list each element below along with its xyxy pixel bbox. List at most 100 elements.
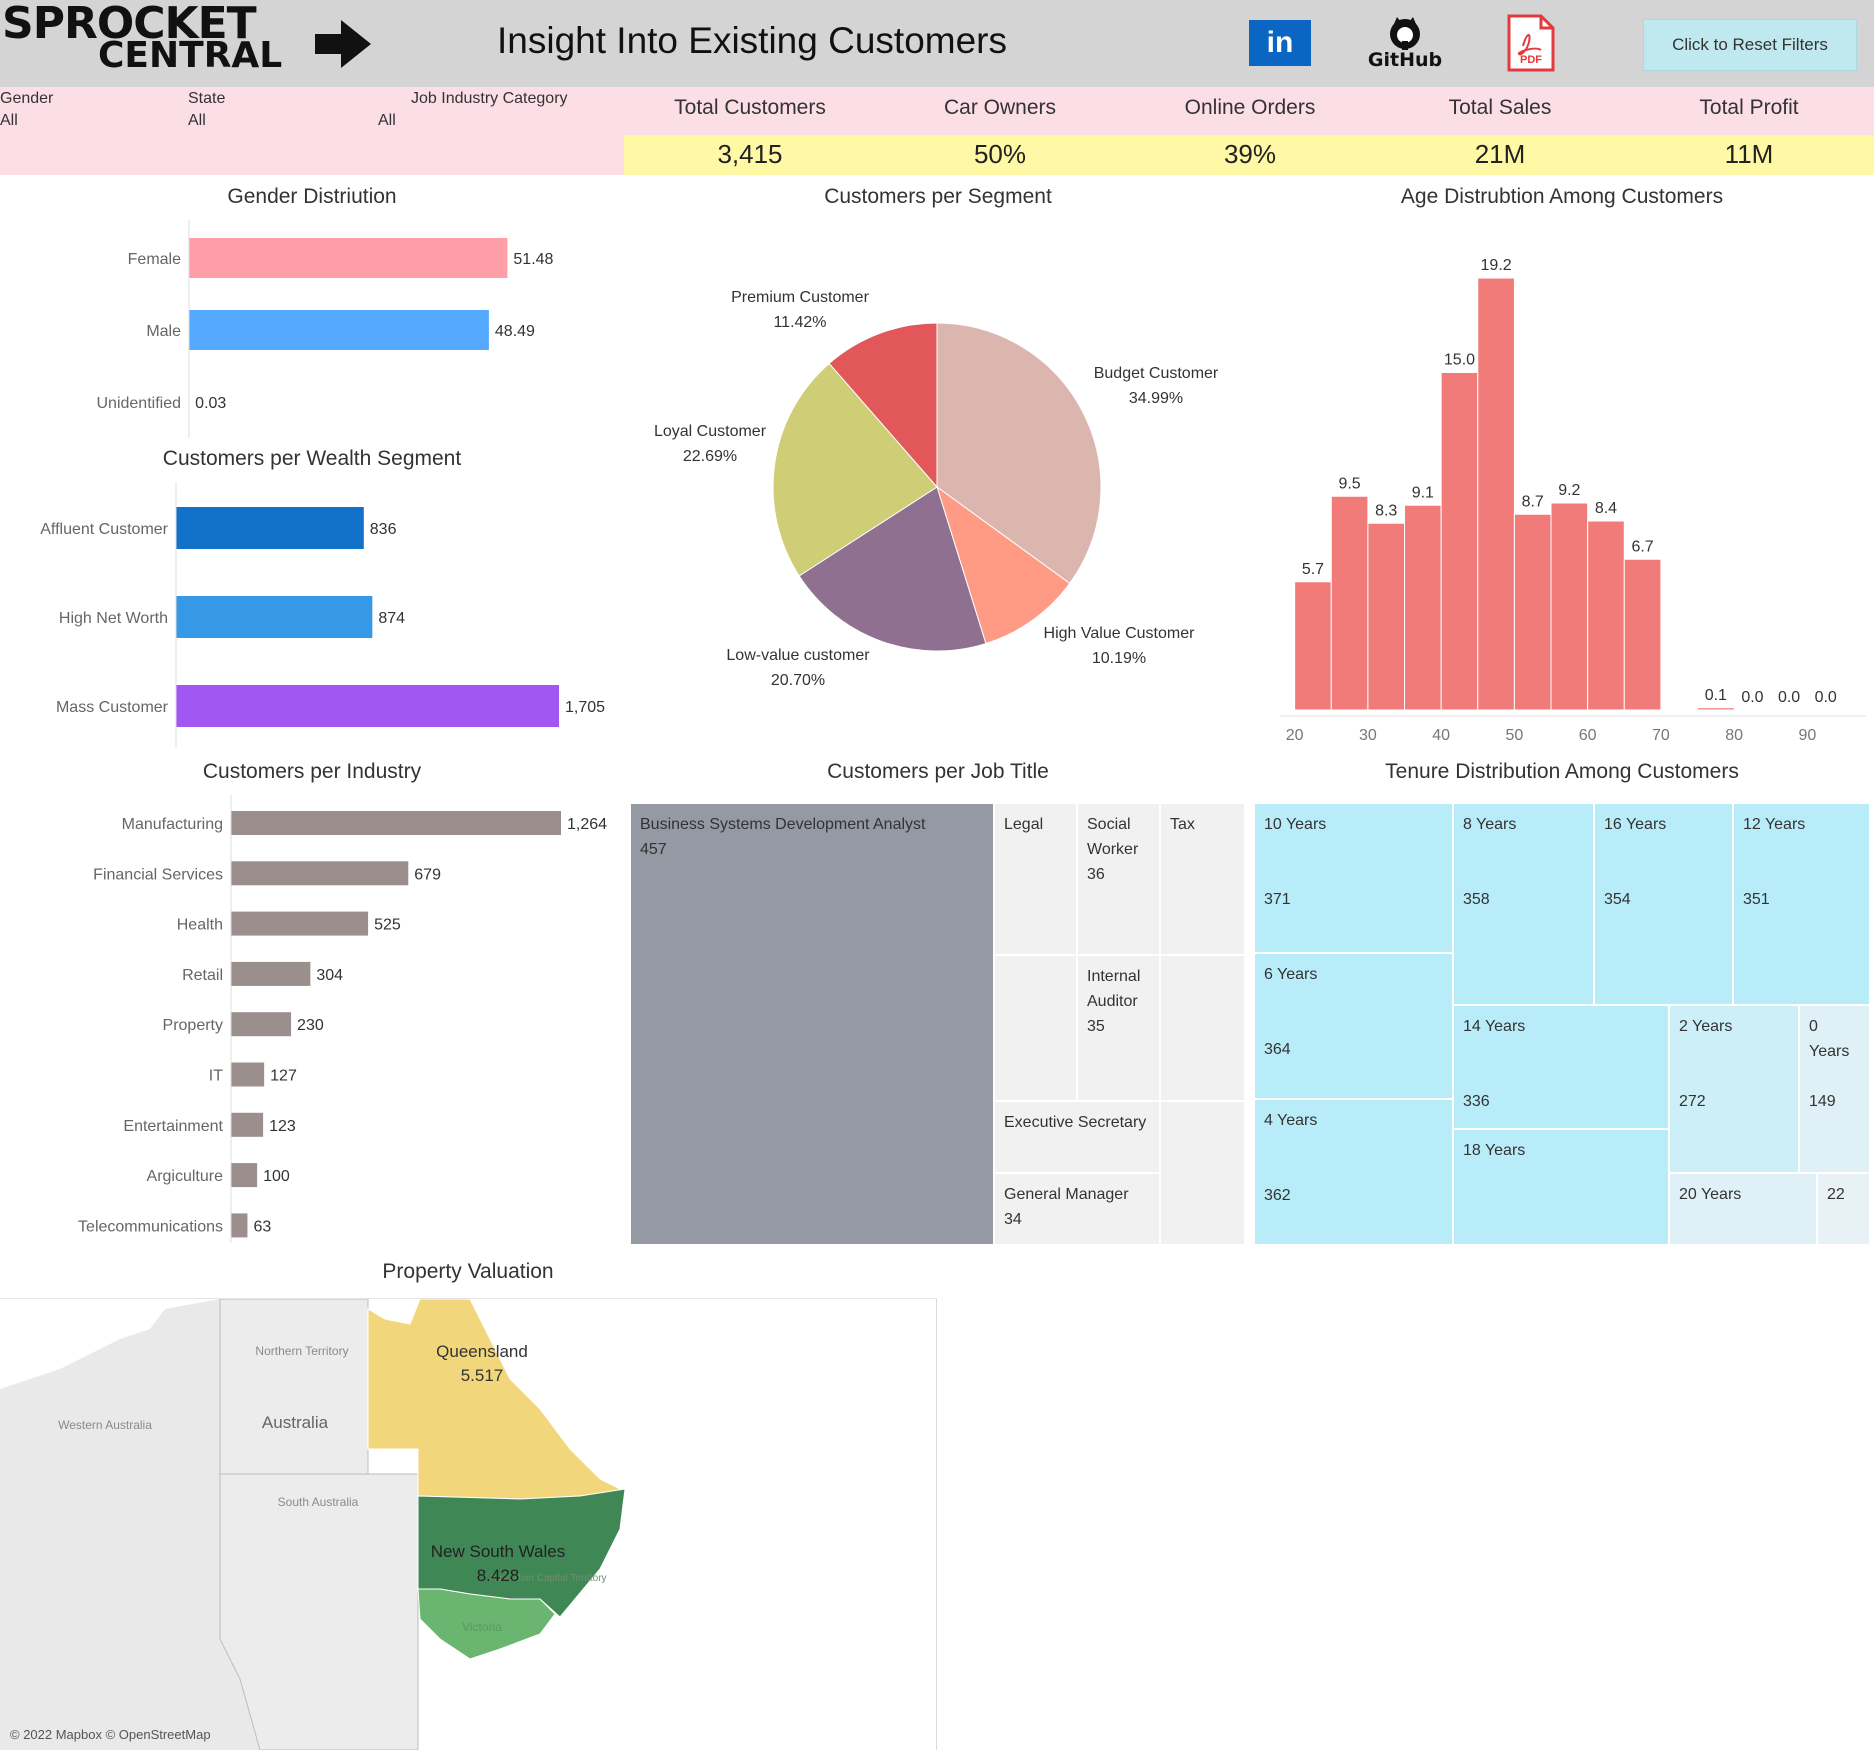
treemap-cell[interactable]: 4 Years 362 [1254, 1099, 1453, 1245]
treemap-cell-label: 4 Years [1264, 1112, 1318, 1129]
treemap-cell[interactable] [1160, 1101, 1245, 1245]
treemap-cell[interactable]: Internal Auditor 35 [1077, 955, 1160, 1101]
x-tick-label: 60 [1579, 727, 1597, 744]
axis-category-label: Property [163, 1017, 223, 1034]
data-label: 0.1 [1705, 687, 1727, 704]
age-histogram: 5.7 9.5 8.3 9.1 15.0 19.2 8.7 9.2 8.4 6.7 0.1 0.0 0.… [1280, 257, 1866, 744]
treemap-cell[interactable]: 12 Years 351 [1733, 803, 1870, 1005]
treemap-cell[interactable]: 6 Years 364 [1254, 953, 1453, 1099]
treemap-cell[interactable]: Executive Secretary [994, 1101, 1160, 1173]
industry-filter[interactable]: Job Industry Category All [378, 90, 568, 130]
tenure-chart-title: Tenure Distribution Among Customers [1385, 760, 1739, 783]
histogram-bar [1404, 504, 1442, 711]
x-tick-label: 40 [1432, 727, 1450, 744]
axis-category-label: Male [146, 323, 181, 340]
github-icon-text: GitHub [1367, 49, 1443, 71]
treemap-cell[interactable] [1160, 955, 1245, 1101]
gender-filter-value: All [0, 112, 18, 129]
pdf-link[interactable]: PDF [1505, 12, 1557, 74]
gender-filter-label: Gender [0, 90, 54, 107]
treemap-cell[interactable]: Social Worker 36 [1077, 803, 1160, 955]
bar [189, 238, 508, 278]
histogram-bar [1623, 558, 1662, 711]
data-label: 874 [378, 610, 405, 627]
bar [231, 1112, 264, 1137]
data-label: 8.4 [1595, 500, 1617, 517]
industry-filter-label: Job Industry Category [411, 90, 568, 107]
treemap-cell[interactable]: 8 Years 358 [1453, 803, 1594, 1005]
pie-slice-value: 20.70% [771, 672, 825, 689]
data-label: 15.0 [1444, 352, 1475, 369]
data-label: 19.2 [1481, 257, 1512, 274]
histogram-bar [1294, 581, 1332, 711]
treemap-cell[interactable]: Business Systems Development Analyst 457 [630, 803, 994, 1245]
map-nt-label: Northern Territory [255, 1344, 348, 1358]
reset-filters-button[interactable]: Click to Reset Filters [1643, 19, 1857, 71]
x-tick-label: 90 [1799, 727, 1817, 744]
treemap-cell[interactable] [994, 955, 1077, 1101]
pie-slice [936, 485, 1071, 645]
x-tick-label: 70 [1652, 727, 1670, 744]
treemap-cell[interactable]: Tax [1160, 803, 1245, 955]
x-tick-label: 30 [1359, 727, 1377, 744]
github-link[interactable]: GitHub [1368, 12, 1442, 74]
bar [231, 861, 409, 886]
kpi-value-car-owners: 50% [973, 139, 1027, 169]
linkedin-link[interactable]: in [1249, 20, 1311, 66]
map-land-sa [219, 1473, 419, 1750]
property-map[interactable]: Australia Northern Territory Western Aus… [0, 1298, 937, 1750]
x-tick-label: 20 [1286, 727, 1304, 744]
treemap-cell[interactable]: 2 Years 272 [1669, 1005, 1799, 1173]
pdf-icon-text: PDF [1520, 54, 1542, 66]
data-label: 8.3 [1375, 502, 1397, 519]
treemap-cell-value: 364 [1264, 1041, 1291, 1058]
gender-chart: Female 51.48 Male 48.49 Unidentified 0.03 [97, 220, 554, 438]
treemap-cell-value: 371 [1264, 891, 1291, 908]
map-region-victoria [417, 1588, 556, 1660]
treemap-cell[interactable]: 22 [1817, 1173, 1870, 1245]
data-label: 836 [370, 521, 397, 538]
bar [231, 1062, 265, 1087]
treemap-cell[interactable]: 0 Years 149 [1799, 1005, 1870, 1173]
kpi-value-online-orders: 39% [1223, 139, 1277, 169]
treemap-cell[interactable]: 10 Years 371 [1254, 803, 1453, 953]
axis-category-label: Retail [182, 967, 223, 984]
bar [231, 911, 369, 936]
axis-category-label: Female [128, 251, 181, 268]
gender-chart-title: Gender Distriution [227, 185, 397, 208]
treemap-cell[interactable]: 18 Years [1453, 1129, 1669, 1245]
histogram-bar [1477, 277, 1515, 711]
gender-filter[interactable]: Gender All [0, 90, 53, 130]
state-filter[interactable]: State All [188, 90, 225, 130]
pie-slice-label: High Value Customer [1044, 625, 1196, 642]
treemap-cell-value: 35 [1087, 1018, 1105, 1035]
treemap-cell[interactable]: 16 Years 354 [1594, 803, 1733, 1005]
data-label: 9.5 [1338, 475, 1360, 492]
pie-slice-value: 34.99% [1129, 390, 1183, 407]
x-tick-label: 80 [1725, 727, 1743, 744]
axis-category-label: Health [177, 917, 223, 934]
axis-category-label: Mass Customer [56, 699, 169, 716]
histogram-bar [1330, 495, 1369, 711]
treemap-cell-label: General Manager [1004, 1186, 1129, 1203]
industry-chart: Manufacturing 1,264 Financial Services 679 H… [78, 795, 607, 1243]
treemap-cell[interactable]: 14 Years 336 [1453, 1005, 1669, 1129]
kpi-label-bar [624, 87, 1874, 135]
data-label: 0.0 [1778, 689, 1800, 706]
kpi-label-total-customers: Total Customers [674, 96, 826, 119]
treemap-cell[interactable]: 20 Years [1669, 1173, 1817, 1245]
map-title: Property Valuation [382, 1260, 554, 1283]
treemap-cell-label: 8 Years [1463, 816, 1517, 833]
treemap-cell-value: 362 [1264, 1187, 1291, 1204]
data-label: 63 [253, 1218, 271, 1235]
treemap-cell-value: 351 [1743, 891, 1770, 908]
pie-slice [798, 486, 987, 652]
linkedin-icon-text: in [1266, 26, 1294, 59]
pie-slice-value: 22.69% [683, 448, 737, 465]
pie-slice-label: Low-value customer [726, 647, 870, 664]
treemap-cell[interactable]: Legal [994, 803, 1077, 955]
treemap-cell-label: 6 Years [1264, 966, 1318, 983]
data-label: 9.1 [1412, 484, 1434, 501]
treemap-cell[interactable]: General Manager 34 [994, 1173, 1160, 1245]
header-bar [0, 0, 1874, 87]
